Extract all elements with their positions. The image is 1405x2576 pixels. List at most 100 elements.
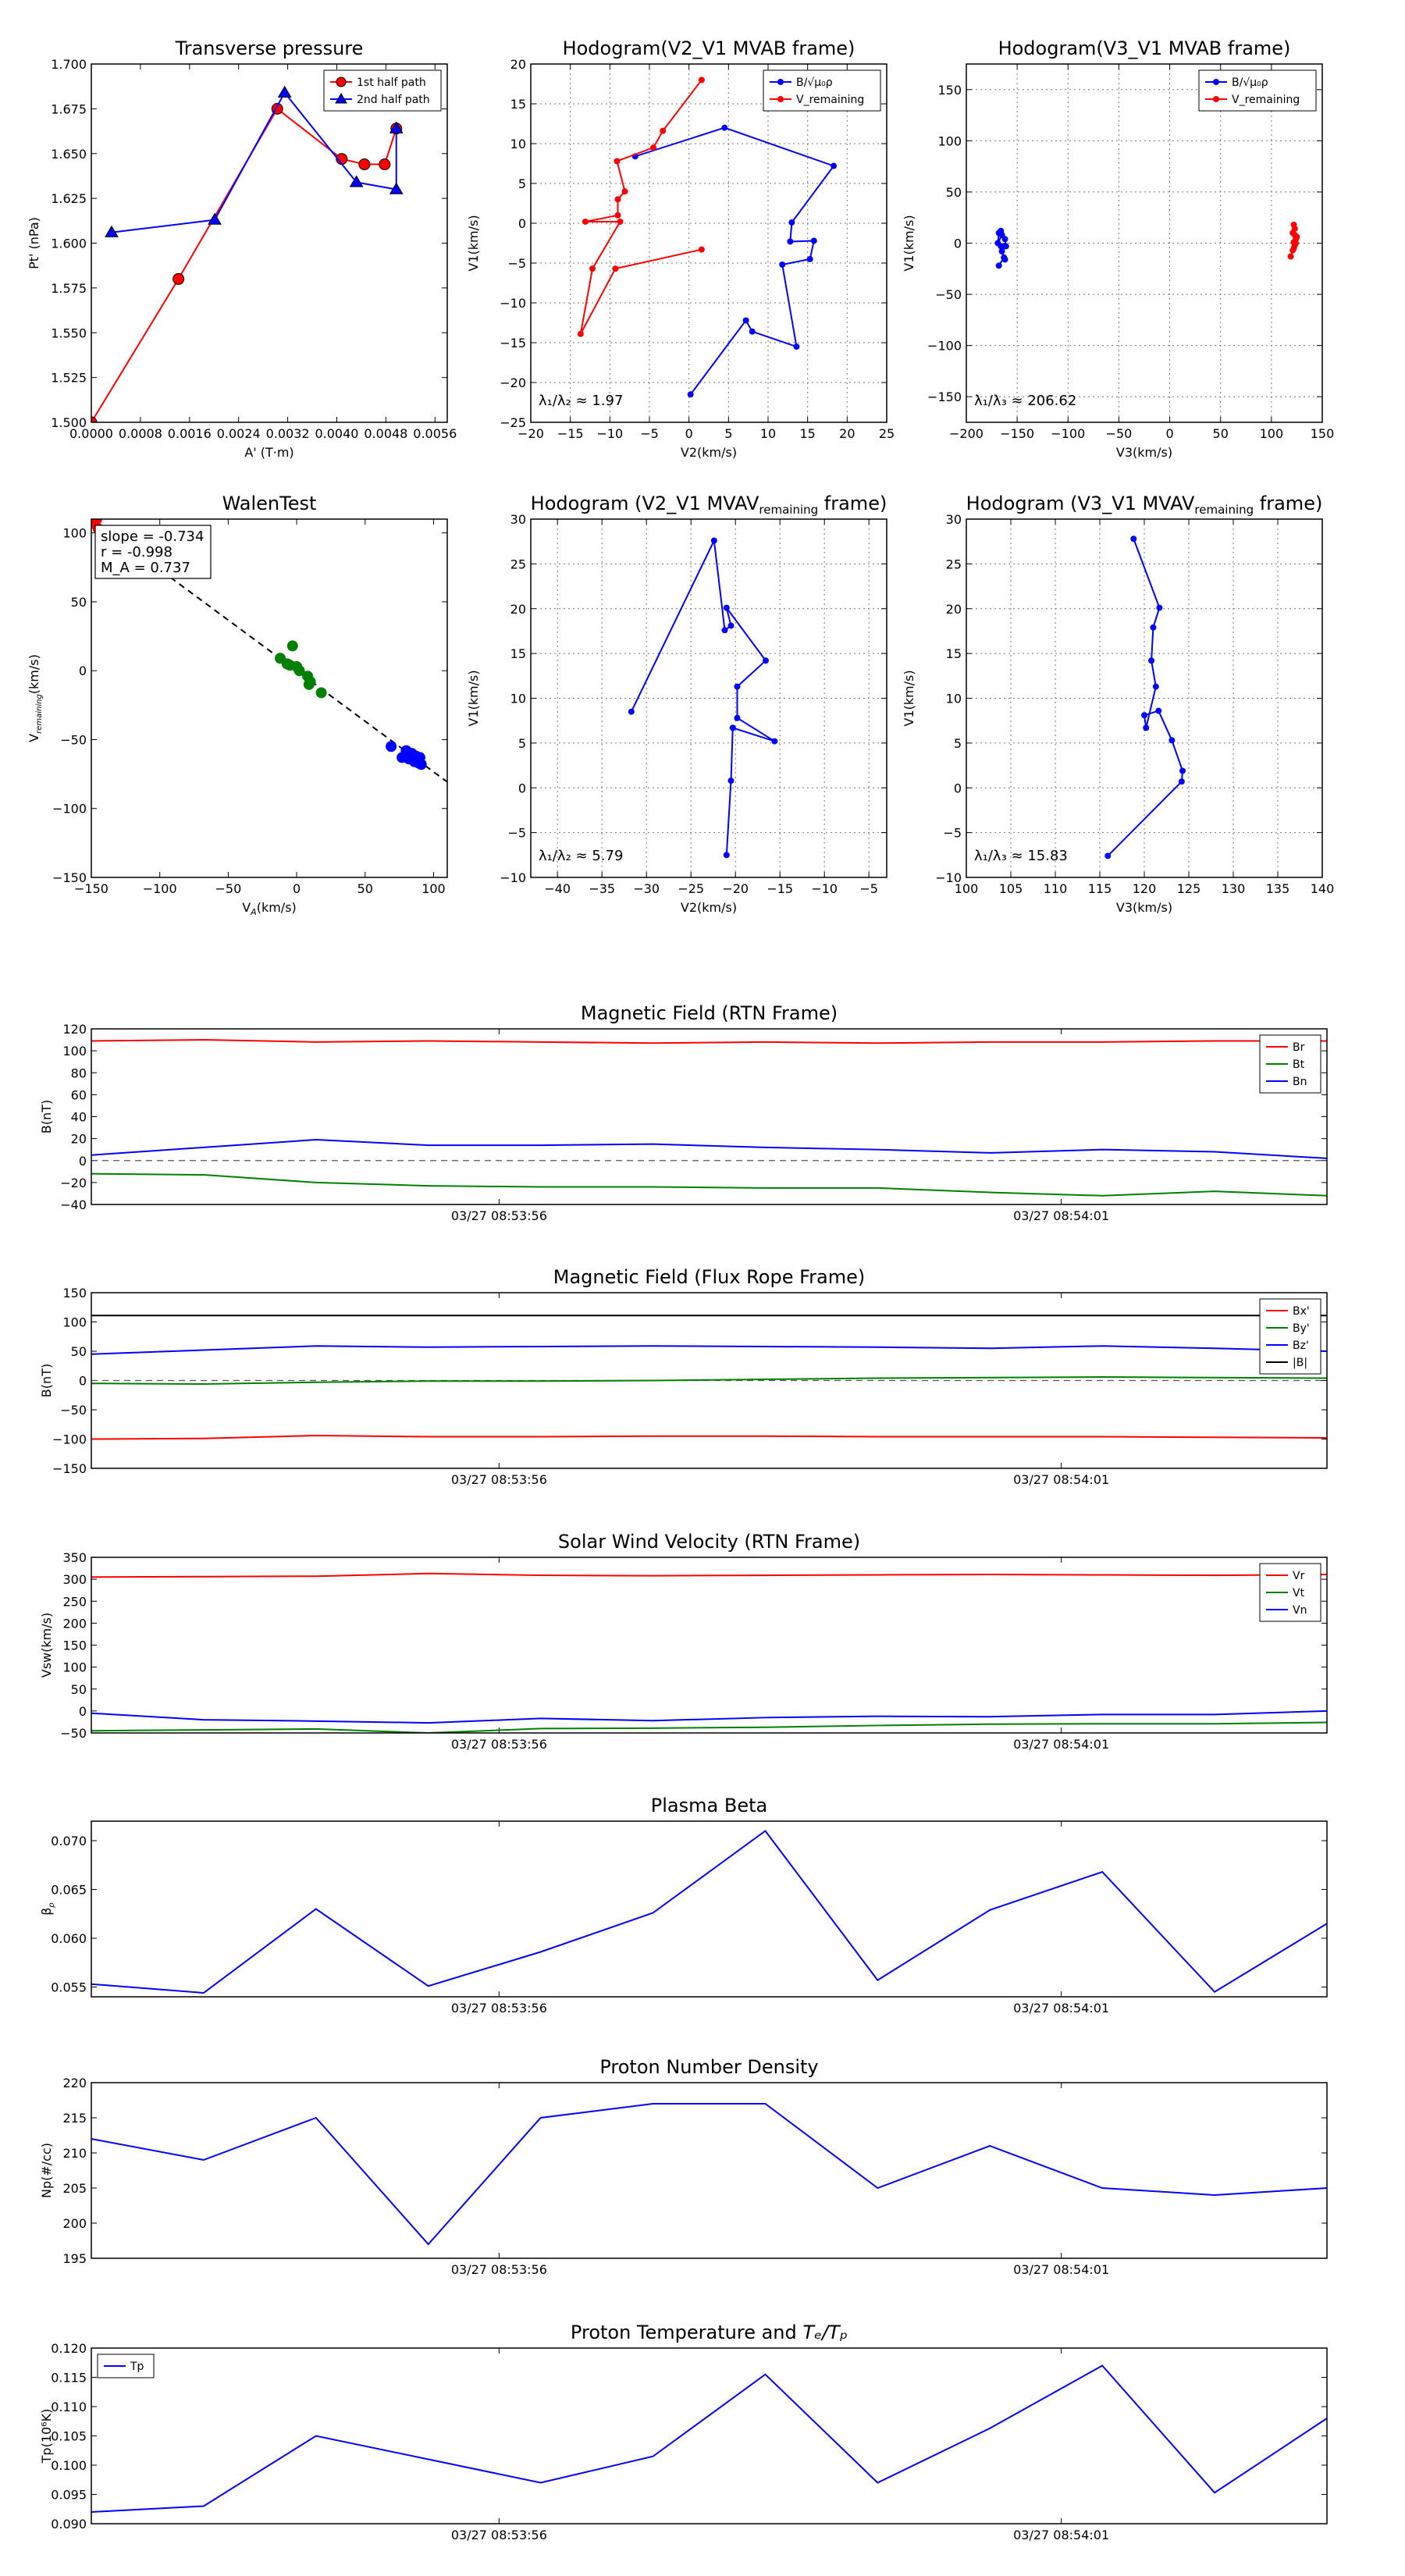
plot-area — [91, 1572, 1327, 1733]
data-point — [379, 158, 391, 171]
x-tick-label: −40 — [544, 881, 571, 896]
y-tick-label: 0 — [518, 216, 526, 231]
x-tick-label: 03/27 08:54:01 — [1013, 1737, 1109, 1752]
x-tick-label: −100 — [1051, 426, 1085, 441]
legend-marker — [777, 96, 784, 102]
x-tick-label: −20 — [518, 426, 544, 441]
axes-frame — [91, 1820, 1328, 1998]
y-tick-label: 10 — [510, 692, 526, 706]
stats-box — [94, 525, 212, 579]
x-tick-label: 20 — [839, 426, 855, 441]
y-tick-label: 0.070 — [51, 1834, 87, 1848]
data-point — [389, 182, 404, 194]
y-axis-label: Vremaining(km/s) — [27, 654, 44, 742]
x-tick-label: 03/27 08:53:56 — [451, 1208, 547, 1223]
data-point — [617, 218, 624, 225]
x-tick-label: 120 — [1133, 881, 1157, 896]
y-tick-label: −100 — [52, 802, 87, 817]
data-point — [995, 262, 1002, 269]
data-point — [277, 85, 292, 98]
series-line-Vt — [91, 1721, 1327, 1733]
y-axis-label: V1(km/s) — [902, 670, 916, 726]
legend-label: 2nd half path — [357, 94, 430, 106]
x-axis-label: VA(km/s) — [242, 900, 297, 917]
y-tick-label: 150 — [937, 83, 962, 98]
y-tick-label: 5 — [954, 736, 962, 751]
x-tick-label: −5 — [859, 881, 878, 896]
x-tick-label: 50 — [1213, 426, 1229, 441]
x-tick-label: 50 — [357, 881, 373, 896]
y-tick-label: 1.500 — [51, 415, 87, 430]
hodogram-v3-v1-mvav-chart: Hodogram (V3_V1 MVAVremaining frame)100 1… — [902, 493, 1334, 915]
chart-title: Proton Temperature and Tₑ/Tₚ — [571, 2322, 848, 2343]
x-tick-label: −10 — [596, 426, 623, 441]
series-line-Vn — [91, 1710, 1327, 1724]
series-line-1st half path — [91, 107, 397, 422]
x-tick-label: −150 — [74, 881, 108, 896]
data-point — [105, 225, 119, 237]
data-point — [173, 272, 185, 285]
data-point — [698, 246, 705, 253]
series-line-V — [1107, 538, 1184, 857]
legend-box — [1198, 69, 1317, 112]
data-point — [614, 158, 621, 165]
legend-label: B/√μ₀ρ — [796, 76, 833, 89]
y-tick-label: 215 — [62, 2111, 87, 2126]
legend-label: B/√μ₀ρ — [1232, 76, 1268, 89]
data-point — [1168, 737, 1176, 744]
y-tick-label: −5 — [507, 256, 526, 271]
solar-wind-velocity-chart: Solar Wind Velocity (RTN Frame) 03/27 08:… — [39, 1531, 1328, 1752]
y-tick-label: −40 — [60, 1197, 87, 1212]
x-tick-label: −25 — [678, 881, 704, 896]
legend-label: Bn — [1293, 1076, 1307, 1088]
legend: Vr Vt Vn — [1259, 1563, 1321, 1622]
y-tick-label: 200 — [62, 1616, 87, 1631]
data-point — [1287, 253, 1294, 260]
data-point — [582, 218, 589, 225]
y-tick-label: 25 — [510, 557, 526, 571]
legend: 1st half path 2nd half path — [323, 69, 442, 112]
y-tick-label: −10 — [500, 296, 526, 311]
x-tick-label: −100 — [143, 881, 177, 896]
y-tick-label: 0 — [79, 1154, 87, 1169]
data-point — [710, 537, 717, 544]
title-subscript: remaining — [1194, 503, 1254, 517]
y-tick-label: 100 — [62, 526, 87, 541]
x-tick-label: 0.0032 — [266, 426, 310, 441]
title-subscript: remaining — [759, 503, 818, 517]
data-point — [1104, 852, 1112, 859]
y-tick-label: 20 — [510, 602, 526, 617]
y-tick-label: 5 — [518, 176, 526, 191]
data-point — [1141, 712, 1147, 719]
x-tick-label: 100 — [422, 881, 446, 896]
y-tick-label: −10 — [500, 870, 526, 885]
y-tick-label: −50 — [935, 287, 962, 302]
y-tick-label: −150 — [52, 1461, 87, 1476]
legend-marker — [336, 76, 347, 87]
x-tick-label: 0 — [1165, 426, 1173, 441]
data-point — [628, 708, 635, 715]
eigen-ratio-annotation: λ₁/λ₂ ≈ 5.79 — [539, 848, 623, 864]
data-point — [1178, 778, 1185, 785]
legend-label: Bt — [1293, 1059, 1305, 1071]
legend-label: Vn — [1293, 1604, 1307, 1617]
y-tick-label: 0 — [79, 1704, 87, 1719]
data-point — [771, 738, 778, 745]
x-tick-label: 03/27 08:54:01 — [1013, 2528, 1109, 2542]
data-point — [293, 665, 305, 677]
y-tick-label: 205 — [62, 2181, 87, 2196]
y-tick-label: 80 — [71, 1066, 87, 1080]
y-tick-label: 10 — [510, 137, 526, 151]
x-tick-label: 03/27 08:53:56 — [451, 2262, 547, 2277]
x-tick-label: 130 — [1222, 881, 1246, 896]
x-tick-label: 100 — [955, 881, 979, 896]
data-point — [577, 330, 584, 337]
data-point — [734, 714, 741, 721]
y-tick-label: 50 — [946, 185, 962, 200]
y-tick-label: 300 — [62, 1572, 87, 1587]
data-point — [998, 227, 1005, 234]
data-point — [589, 265, 596, 272]
data-point — [303, 678, 315, 690]
y-tick-label: 1.525 — [51, 371, 87, 386]
legend-marker — [335, 93, 347, 104]
